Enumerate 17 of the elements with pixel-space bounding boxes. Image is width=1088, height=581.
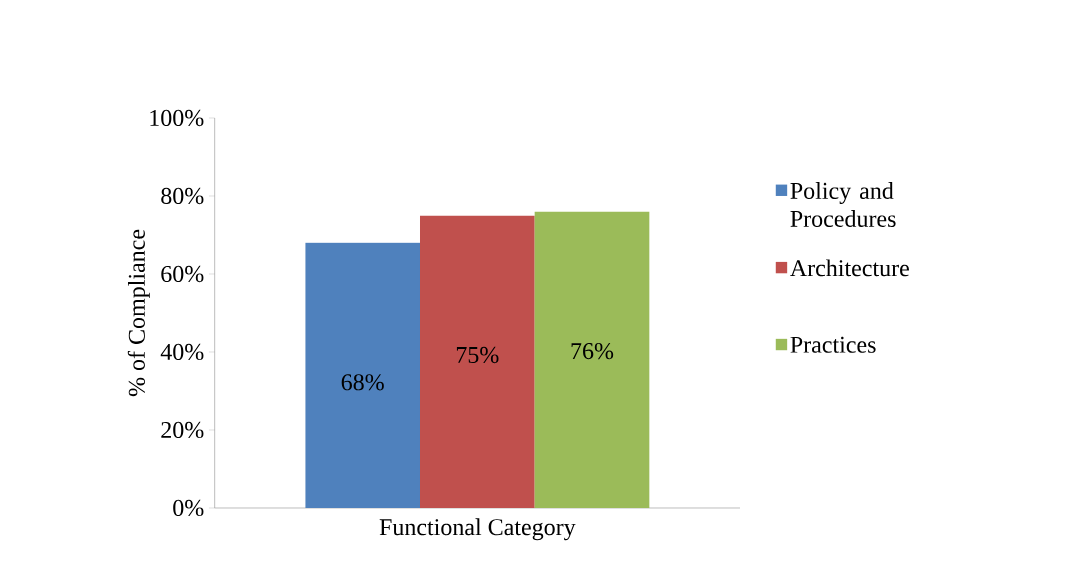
y-tick-label: 20% (161, 421, 204, 439)
y-axis-title: % of Compliance (127, 229, 150, 397)
y-tick-label: 100% (150, 109, 204, 127)
y-tick-label: 40% (160, 343, 204, 361)
bar (420, 215, 535, 508)
legend-label: Policy and Procedures (790, 182, 896, 227)
data-label: 76% (571, 342, 614, 360)
y-tick-label: 60% (161, 265, 204, 283)
bar (534, 211, 650, 508)
data-label: 75% (456, 346, 499, 364)
bar (305, 242, 420, 508)
y-tick-label: 80% (161, 187, 204, 205)
data-label: 68% (341, 374, 384, 391)
legend-label: Practices (790, 336, 876, 353)
x-tick-label: Functional Category (379, 518, 576, 541)
y-tick-label: 0% (173, 499, 204, 517)
legend-label: Architecture (790, 259, 909, 277)
